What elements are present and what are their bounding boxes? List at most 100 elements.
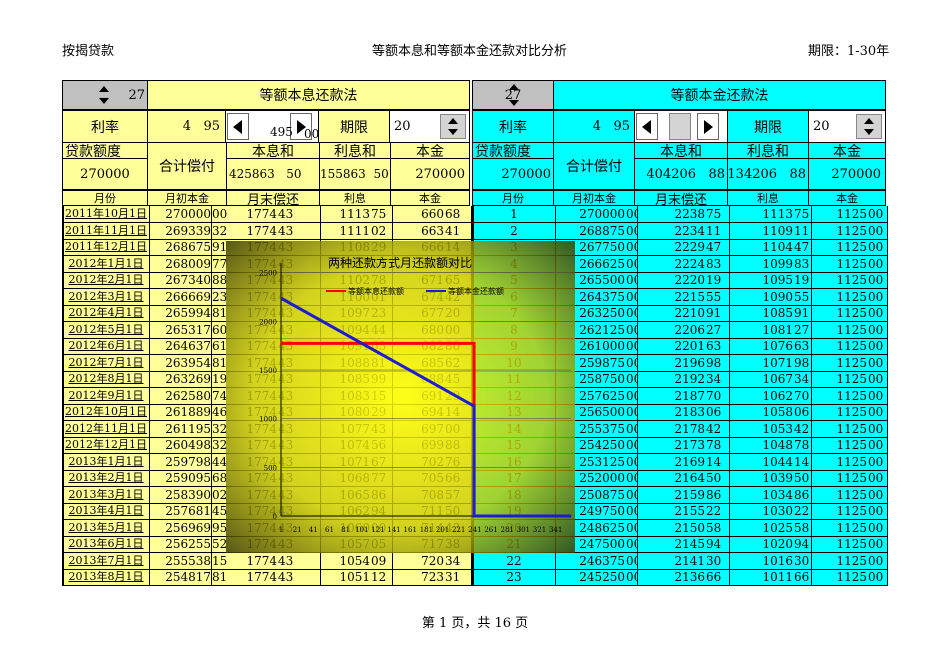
left-rate-label: 利率 (62, 110, 148, 143)
cell-divider (729, 420, 730, 437)
spin-up-icon[interactable] (509, 84, 519, 90)
right-cell: 00 (868, 355, 884, 370)
right-cell: 247500 (579, 537, 625, 551)
left-term-field[interactable]: 20 (389, 110, 470, 143)
right-cell: 66 (794, 570, 810, 584)
left-cell: 1774 (246, 553, 277, 568)
term-down-icon[interactable] (864, 129, 874, 135)
cell-divider (211, 453, 212, 470)
cell-divider (211, 569, 212, 585)
cell-divider (887, 354, 888, 371)
right-spinner[interactable]: 27 (472, 80, 554, 110)
cell-divider (473, 552, 474, 569)
right-cell: 2224 (674, 256, 705, 271)
cell-divider (63, 420, 64, 437)
cell-divider (887, 503, 888, 519)
right-cell: 66 (706, 570, 722, 584)
x-tick-label: 161 (404, 526, 417, 534)
right-cell: 1011 (762, 570, 793, 584)
cell-divider (729, 272, 730, 288)
cell-divider (637, 387, 638, 404)
right-cell: 1125 (836, 421, 867, 436)
left-cell: 268675 (165, 240, 211, 254)
header-title: 等额本息和等额本金还款对比分析 (372, 44, 568, 59)
right-cell: 42 (794, 421, 810, 436)
left-cell: 32 (212, 223, 227, 238)
cell-divider (211, 272, 212, 288)
right-cell: 70 (794, 388, 810, 403)
left-cell: 269339 (165, 223, 211, 238)
scroll-right-icon[interactable] (697, 113, 719, 140)
cell-divider (63, 486, 64, 503)
left-cell: 46 (212, 405, 227, 419)
left-col-month: 月份 (62, 190, 148, 206)
term-spinner[interactable] (440, 114, 466, 139)
term-up-icon[interactable] (864, 118, 874, 124)
cell-divider (637, 206, 638, 222)
right-cell: 1053 (762, 421, 793, 436)
cell-divider (149, 354, 150, 371)
spin-up-icon[interactable] (99, 86, 109, 92)
right-cell: 1125 (836, 223, 867, 238)
left-table-row: 2011年10月1日 270000 00 1774 43 1113 75 660 68 (63, 206, 472, 223)
right-term-field[interactable]: 20 (808, 110, 886, 143)
left-cell: 268009 (165, 256, 211, 271)
cell-divider (811, 354, 812, 371)
left-rate-value: 4 95 (147, 110, 227, 143)
cell-divider (63, 470, 64, 486)
term-up-icon[interactable] (448, 118, 458, 124)
right-table-row: 1825087500215986103486112500 (473, 486, 888, 504)
right-interest-value: 134206 88 (727, 158, 809, 190)
left-cell: 09 (371, 553, 387, 568)
cell-divider (63, 404, 64, 420)
cell-divider (729, 305, 730, 321)
left-interest-label: 利息和 (319, 142, 391, 159)
cell-divider (729, 486, 730, 503)
cell-divider (729, 354, 730, 371)
right-cell: 1125 (836, 570, 867, 584)
spin-down-icon[interactable] (99, 98, 109, 104)
cell-divider (555, 222, 556, 239)
right-rate-scrollbar[interactable] (634, 110, 728, 143)
right-cell: 1125 (836, 355, 867, 370)
left-cell: 2012年7月1日 (68, 355, 144, 369)
right-cell: 2220 (674, 273, 705, 287)
spin-down-icon[interactable] (509, 100, 519, 106)
left-cell: 44 (212, 454, 227, 469)
right-cell: 2183 (674, 405, 705, 419)
cell-divider (555, 552, 556, 569)
scroll-right-icon[interactable] (290, 113, 312, 140)
cell-divider (63, 437, 64, 453)
right-cell: 256500 (579, 405, 625, 419)
right-cell: 1081 (762, 322, 793, 337)
cell-divider (811, 255, 812, 272)
left-cell: 75 (371, 207, 387, 221)
right-cell: 86 (794, 487, 810, 502)
right-col-end: 月末偿还 (634, 190, 728, 206)
scroll-left-icon[interactable] (636, 113, 658, 140)
cell-divider (555, 206, 556, 222)
right-cell: 261000 (579, 339, 625, 353)
left-rate-scrollbar[interactable]: 495 00 (225, 110, 319, 143)
cell-divider (637, 486, 638, 503)
term-spinner[interactable] (856, 114, 882, 139)
left-cell: 1113 (339, 207, 370, 221)
right-cell: 2238 (674, 207, 705, 221)
right-cell: 248625 (579, 520, 625, 535)
left-scroll-sub: 00 (304, 127, 320, 141)
right-cell: 1034 (762, 487, 793, 502)
x-tick-label: 101 (355, 526, 368, 534)
scroll-thumb[interactable] (669, 113, 691, 140)
left-cell: 2012年8月1日 (68, 372, 144, 385)
left-cell: 2012年1月1日 (68, 256, 144, 270)
scroll-left-icon[interactable] (227, 113, 249, 140)
left-total-value: 425863 50 (226, 158, 320, 190)
left-spinner[interactable]: 27 (62, 80, 148, 110)
cell-divider (471, 206, 472, 222)
cell-divider (811, 206, 812, 222)
comparison-chart[interactable]: 两种还款方式月还款额对比 等额本息还款额 等额本金还款额 0 500 1000 1500… (226, 241, 575, 553)
right-cell: 1095 (762, 273, 793, 287)
term-down-icon[interactable] (448, 129, 458, 135)
cell-divider (149, 288, 150, 305)
left-cell: 60 (212, 322, 227, 337)
